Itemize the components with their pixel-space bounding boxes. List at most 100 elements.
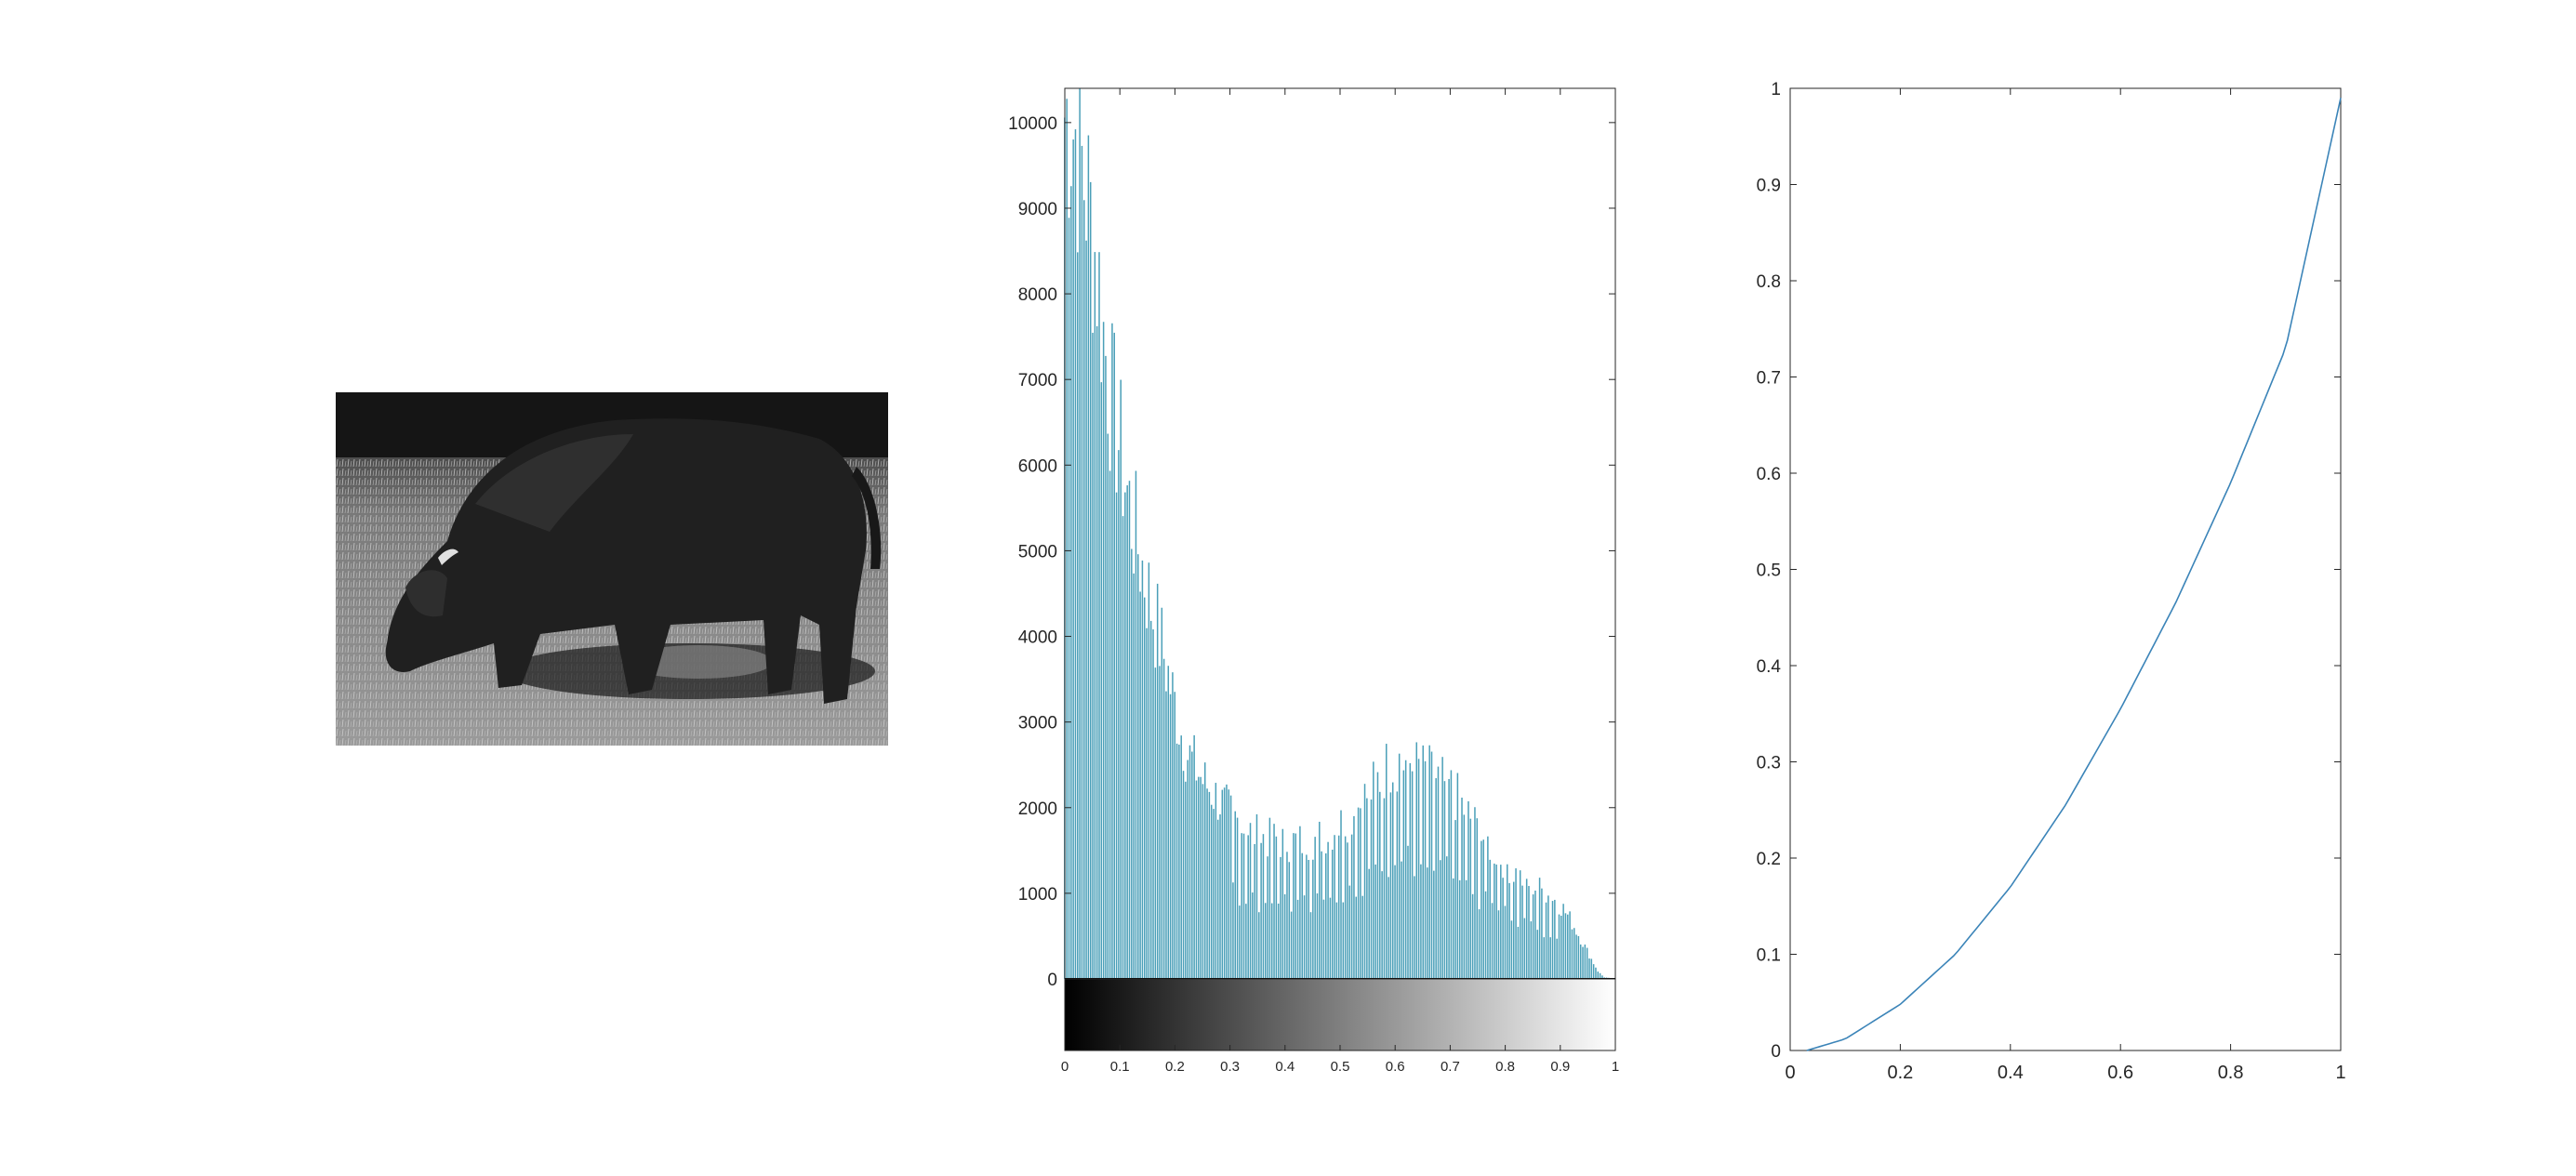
- histogram-bar: [1156, 583, 1159, 979]
- histogram-bar: [1074, 129, 1077, 980]
- histogram-bar: [1360, 808, 1361, 979]
- x-tick-label: 0: [1785, 1063, 1795, 1083]
- histogram-bar: [1427, 867, 1428, 979]
- x-tick-label: 0.6: [2107, 1063, 2133, 1083]
- histogram-bar: [1465, 879, 1467, 979]
- histogram-bar: [1357, 807, 1360, 979]
- histogram-bar: [1109, 470, 1111, 979]
- histogram-bar: [1241, 833, 1242, 979]
- histogram-bar: [1586, 947, 1588, 979]
- histogram-bar: [1070, 186, 1072, 979]
- y-tick-label: 8000: [1018, 285, 1057, 305]
- histogram-bar: [1541, 888, 1543, 979]
- histogram-bar: [1471, 893, 1474, 979]
- histogram-bar: [1469, 818, 1472, 979]
- histogram-bar: [1536, 930, 1539, 979]
- histogram-bar: [1329, 897, 1332, 979]
- histogram-bar: [1394, 865, 1396, 979]
- histogram-bar: [1135, 470, 1137, 980]
- histogram-bar: [1262, 834, 1265, 979]
- histogram-bar: [1126, 485, 1128, 979]
- histogram-bar: [1549, 937, 1551, 979]
- histogram-bar: [1487, 836, 1489, 979]
- histogram-bar: [1381, 871, 1383, 979]
- y-tick-label: 0.5: [1757, 562, 1781, 581]
- histogram-bar: [1458, 879, 1461, 979]
- histogram-bar: [1525, 879, 1528, 979]
- histogram-bar: [1191, 751, 1193, 979]
- histogram-bar: [1296, 899, 1299, 979]
- histogram-bar: [1560, 916, 1562, 979]
- histogram-bar: [1100, 382, 1103, 980]
- x-tick-label: 1: [2335, 1063, 2345, 1083]
- histogram-bar: [1407, 845, 1409, 979]
- histogram-bar: [1502, 878, 1504, 979]
- histogram-bar: [1092, 332, 1094, 979]
- y-tick-label: 1: [1771, 80, 1781, 99]
- histogram-bar: [1258, 912, 1260, 979]
- y-tick-label: 9000: [1018, 200, 1057, 219]
- histogram-bar: [1082, 200, 1085, 980]
- histogram-bar: [1489, 859, 1491, 979]
- histogram-bar: [1148, 562, 1150, 979]
- histogram-bar: [1198, 776, 1200, 979]
- transfer-curve-chart: 0 0.1 0.2 0.3 0.4 0.5 0.6 0.7 0.8 0.9 1 0 0.2 0.4 0.6 0…: [1757, 80, 2346, 1083]
- histogram-bar: [1273, 824, 1275, 979]
- histogram-bar: [1314, 837, 1316, 979]
- histogram-bar: [1456, 773, 1459, 979]
- histogram-bar: [1340, 810, 1342, 979]
- histogram-bar: [1508, 882, 1510, 979]
- histogram-bar: [1309, 912, 1312, 979]
- histogram-bar: [1545, 902, 1547, 979]
- histogram-bar: [1440, 860, 1441, 979]
- histogram-bar: [1388, 877, 1389, 979]
- histogram-bar: [1247, 835, 1249, 979]
- histogram-bar: [1308, 859, 1309, 979]
- histogram-bar: [1348, 885, 1351, 979]
- histogram-bar: [1254, 843, 1255, 979]
- histogram-bar: [1228, 789, 1230, 979]
- histogram-bar: [1386, 744, 1388, 979]
- histogram-bar: [1597, 971, 1600, 979]
- histogram-bar: [1497, 910, 1500, 979]
- histogram-bar: [1286, 852, 1288, 979]
- histogram-bar: [1454, 820, 1456, 979]
- histogram-bar: [1219, 814, 1221, 979]
- histogram-bar: [1446, 856, 1448, 979]
- histogram-bar: [1159, 666, 1161, 979]
- histogram-bar: [1113, 332, 1115, 979]
- histogram-bar: [1143, 597, 1146, 979]
- histogram-bar: [1172, 672, 1174, 979]
- histogram-bar: [1528, 886, 1530, 979]
- histogram-bar: [1133, 573, 1135, 979]
- histogram-bar: [1245, 904, 1247, 979]
- histogram-bar: [1204, 762, 1206, 979]
- y-tick-label: 0.2: [1757, 850, 1781, 869]
- histogram-bar: [1234, 811, 1237, 979]
- histogram-bar: [1437, 766, 1440, 979]
- histogram-bar: [1334, 835, 1335, 979]
- histogram-bar: [1494, 863, 1495, 979]
- histogram-bar: [1495, 864, 1497, 979]
- x-tick-label: 0.5: [1331, 1059, 1350, 1075]
- histogram-bar: [1534, 891, 1536, 979]
- histogram-bar: [1306, 854, 1308, 979]
- histogram-bar: [1428, 745, 1430, 979]
- histogram-bar: [1379, 791, 1381, 979]
- histogram-bar: [1303, 895, 1306, 979]
- histogram-bar: [1417, 759, 1420, 979]
- histogram-bar: [1107, 433, 1109, 979]
- histogram-bar: [1424, 760, 1427, 979]
- y-tick-label: 4000: [1018, 628, 1057, 648]
- histogram-bar: [1361, 895, 1363, 979]
- histogram-bar: [1584, 945, 1587, 979]
- x-tick-label: 1: [1612, 1059, 1619, 1075]
- x-tick-label: 0.4: [1275, 1059, 1295, 1075]
- histogram-bar: [1260, 842, 1262, 979]
- histogram-bar: [1577, 935, 1580, 979]
- histogram-bar: [1335, 902, 1338, 979]
- curve-axes: 0 0.1 0.2 0.3 0.4 0.5 0.6 0.7 0.8 0.9 1 0 0.2 0.4 0.6 0…: [1757, 80, 2346, 1083]
- histogram-bar: [1242, 833, 1245, 979]
- histogram-bar: [1383, 798, 1386, 979]
- histogram-bar: [1280, 856, 1281, 979]
